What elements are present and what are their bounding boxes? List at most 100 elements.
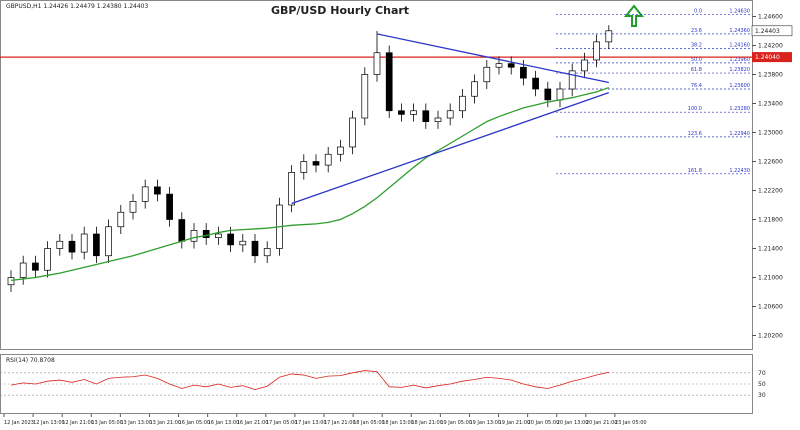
symbol-info: GBPUSD,H1 1.24426 1.24479 1.24380 1.2440… [6,3,148,10]
x-tick-label: 20 Jan 05:00 [528,420,560,426]
candle-body [410,110,417,115]
y-tick-label: 1.22200 [758,188,783,195]
x-tick-label: 18 Jan 13:00 [382,420,414,426]
moving-average [10,86,610,282]
y-tick-label: 1.21400 [758,246,783,253]
x-tick-label: 17 Jan 21:00 [324,420,356,426]
candle-body [495,63,503,68]
candle-body [471,81,478,97]
candle-body [202,230,210,238]
candle-body [398,110,405,115]
candle-body [68,240,76,253]
x-tick-label: 17 Jan 05:00 [266,420,298,426]
x-tick-label: 19 Jan 05:00 [440,420,472,426]
fib-price: 1.24160 [729,42,750,48]
candle-body [215,233,222,238]
x-tick-label: 13 Jan 05:00 [91,420,123,426]
fib-price: 1.24360 [729,28,750,34]
candle-body [117,211,125,228]
candle-body [520,66,527,79]
fib-level: 0.0 [694,8,702,14]
candle-body [154,186,161,195]
y-tick-label: 1.24200 [758,43,783,50]
x-tick-label: 12 Jan 13:00 [33,420,65,426]
candle-body [178,219,186,242]
x-tick-label: 12 Jan 2023 [4,420,34,426]
candle-body [446,110,454,119]
candle-body [288,172,295,206]
fib-price: 1.23960 [729,57,750,63]
candle-body [361,74,369,119]
fib-price: 1.23820 [729,67,750,73]
candle-body [80,233,88,253]
main-panel [0,0,753,350]
x-tick-label: 18 Jan 05:00 [353,420,385,426]
fib-level: 100.0 [688,106,702,112]
y-tick-label: 1.24600 [758,14,783,21]
candle-body [324,153,332,166]
candle-body [544,88,552,101]
y-tick-label: 1.23400 [758,101,783,108]
candle-body [532,77,539,90]
price-tag-bg [752,52,792,63]
x-tick-label: 16 Jan 05:00 [179,420,211,426]
last-price-label: 1.24403 [755,28,780,35]
x-tick-label: 19 Jan 21:00 [499,420,531,426]
candle-body [349,117,356,148]
candle-body [19,262,27,278]
candle-body [434,117,442,122]
candle-body [32,262,39,271]
trendline [291,92,610,205]
candle-body [251,240,259,257]
x-tick-label: 18 Jan 21:00 [411,420,443,426]
rsi-tick-label: 30 [758,392,766,399]
x-tick-label: 17 Jan 13:00 [295,420,327,426]
fib-price: 1.22940 [729,131,750,137]
candle-body [263,248,271,257]
candle-body [227,233,234,246]
x-tick-label: 13 Jan 13:00 [120,420,152,426]
candle-body [312,161,320,166]
y-tick-label: 1.21000 [758,275,783,282]
fib-level: 23.6 [691,28,702,34]
resistance-label: 1.24040 [755,54,780,61]
x-tick-label: 16 Jan 21:00 [237,420,269,426]
x-tick-label: 16 Jan 13:00 [208,420,240,426]
candle-body [129,201,137,213]
candle-body [93,233,100,257]
fib-price: 1.23280 [729,106,750,112]
candle-body [568,70,576,90]
candle-body [56,240,64,249]
rsi-label: RSI(14) 70.8708 [6,357,55,364]
fib-level: 161.8 [688,168,702,174]
y-tick-label: 1.23000 [758,130,783,137]
candle-body [556,88,564,101]
candle-body [337,146,344,155]
candle-body [581,59,588,72]
candle-body [141,186,149,202]
candle-body [105,226,112,257]
candle-body [593,41,600,61]
trendline [376,33,609,84]
candle-body [459,95,466,112]
candle-body [605,30,613,43]
candle-body [166,193,173,220]
candle-body [44,248,51,271]
y-tick-label: 1.21800 [758,217,783,224]
candle-body [7,277,15,286]
candle-body [300,161,308,173]
fib-level: 76.4 [691,83,702,89]
fib-level: 38.2 [691,42,702,48]
candle-body [373,52,381,75]
candle-body [483,66,491,83]
fib-price: 1.24630 [729,8,750,14]
candle-body [385,52,393,112]
y-tick-label: 1.23800 [758,72,783,79]
fib-price: 1.23600 [729,83,750,89]
fib-price: 1.22430 [729,168,750,174]
candle-body [239,240,247,246]
rsi-line [10,370,609,391]
y-tick-label: 1.20200 [758,333,783,340]
fib-level: 61.8 [691,67,702,73]
